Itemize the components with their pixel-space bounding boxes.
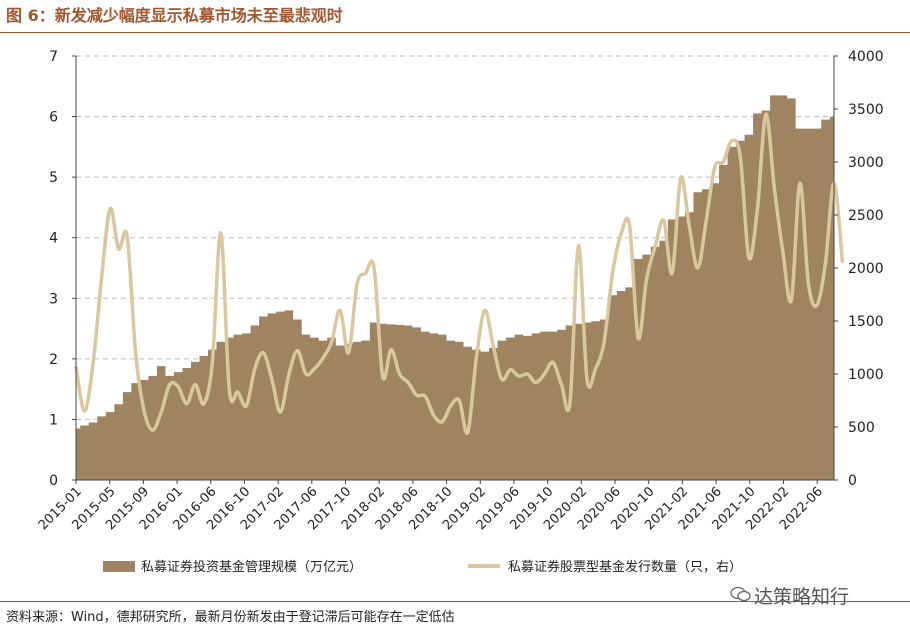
right-tick-label: 3000 <box>848 155 884 171</box>
legend-line-label: 私募证券股票型基金发行数量（只，右） <box>508 559 742 575</box>
left-axis-tick-labels: 0 1 2 3 4 5 6 7 <box>49 49 76 489</box>
figure-title: 图 6：新发减少幅度显示私募市场未至最悲观时 <box>6 6 343 25</box>
chart-figure: 0 1 2 3 4 5 6 7 0 500 1000 1500 2000 2500 3000 3500 400… <box>36 49 884 575</box>
x-axis-tick-labels: 2015-012015-052015-092016-012016-062016-… <box>36 480 826 533</box>
left-tick-label: 2 <box>49 352 58 368</box>
legend: 私募证券投资基金管理规模（万亿元） 私募证券股票型基金发行数量（只，右） <box>103 559 742 575</box>
left-tick-label: 3 <box>49 291 58 307</box>
line-series-issuance <box>74 112 845 435</box>
left-tick-label: 0 <box>49 473 58 489</box>
left-tick-label: 6 <box>49 110 58 126</box>
watermark: 达策略知行 <box>754 586 850 608</box>
wechat-icon <box>730 586 751 602</box>
left-tick-label: 1 <box>49 412 58 428</box>
left-tick-label: 5 <box>49 170 58 186</box>
footer-rule <box>0 601 910 602</box>
right-tick-label: 3500 <box>848 102 884 118</box>
title-rule <box>0 32 910 33</box>
legend-area-label: 私募证券投资基金管理规模（万亿元） <box>141 559 362 575</box>
right-tick-label: 1500 <box>848 314 884 330</box>
right-tick-label: 500 <box>848 420 875 436</box>
area-series-layer <box>76 95 834 480</box>
line-series-layer <box>74 112 845 435</box>
right-tick-label: 2500 <box>848 208 884 224</box>
right-tick-label: 4000 <box>848 49 884 65</box>
right-tick-label: 1000 <box>848 367 884 383</box>
left-tick-label: 7 <box>49 49 58 65</box>
right-tick-label: 0 <box>848 473 857 489</box>
source-note: 资料来源：Wind，德邦研究所，最新月份新发由于登记滞后可能存在一定低估 <box>6 610 455 625</box>
area-series-scale <box>76 95 834 480</box>
right-tick-label: 2000 <box>848 261 884 277</box>
legend-area-swatch <box>103 561 135 572</box>
right-axis-tick-labels: 0 500 1000 1500 2000 2500 3000 3500 4000 <box>834 49 884 489</box>
left-tick-label: 4 <box>49 231 58 247</box>
